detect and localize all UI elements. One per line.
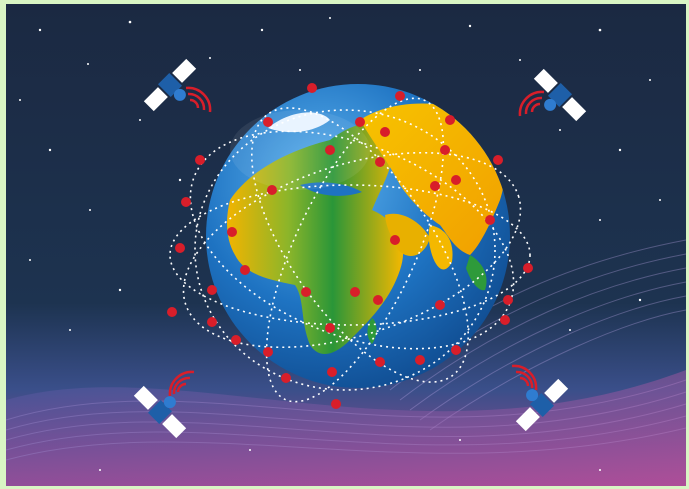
satellite-bottom-right-icon (515, 378, 569, 432)
signal-top-right-icon (518, 90, 545, 117)
satellite-top-right-icon (533, 68, 587, 122)
frame-left (0, 0, 6, 489)
india-landmass (428, 225, 453, 270)
network-nodes (167, 83, 533, 409)
southeast-asia-landmass (466, 255, 487, 291)
asia-landmass (360, 103, 505, 255)
arabia-landmass (385, 213, 430, 257)
earth-globe (206, 84, 510, 388)
satellite-top-left-icon (143, 58, 197, 112)
africa-europe-landmass (227, 123, 404, 355)
signal-bottom-left-icon (168, 370, 195, 397)
signal-top-left-icon (185, 86, 212, 113)
signal-bottom-right-icon (511, 364, 538, 391)
purple-wave (6, 370, 686, 486)
arctic-ice (268, 112, 330, 133)
stars (19, 17, 661, 471)
satellite-bottom-left-icon (133, 385, 187, 439)
frame-top (0, 0, 689, 4)
